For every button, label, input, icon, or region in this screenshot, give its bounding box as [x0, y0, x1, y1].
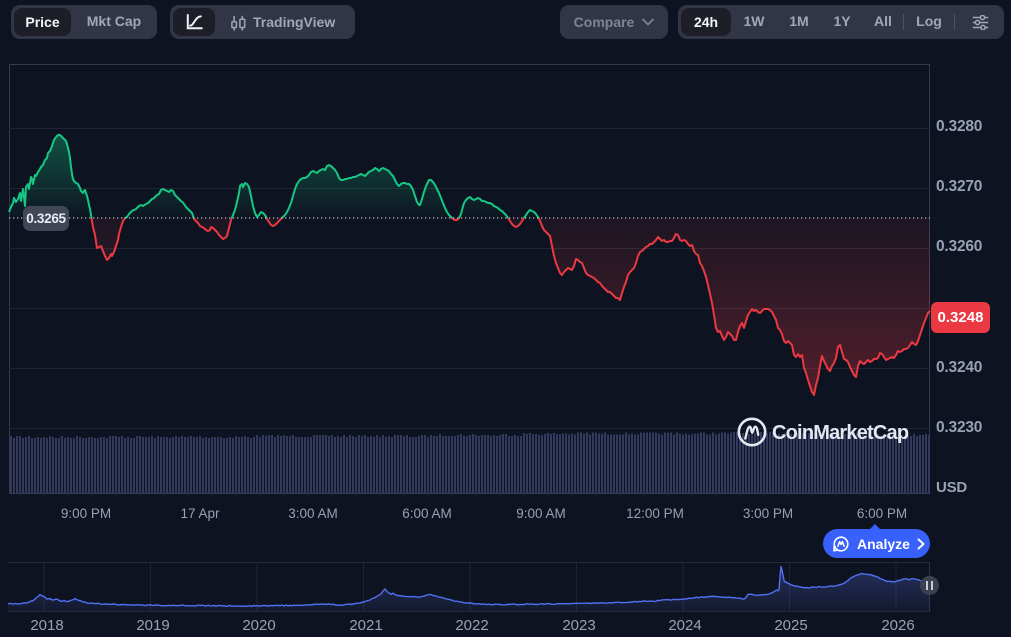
svg-text:CoinMarketCap: CoinMarketCap — [772, 422, 909, 444]
